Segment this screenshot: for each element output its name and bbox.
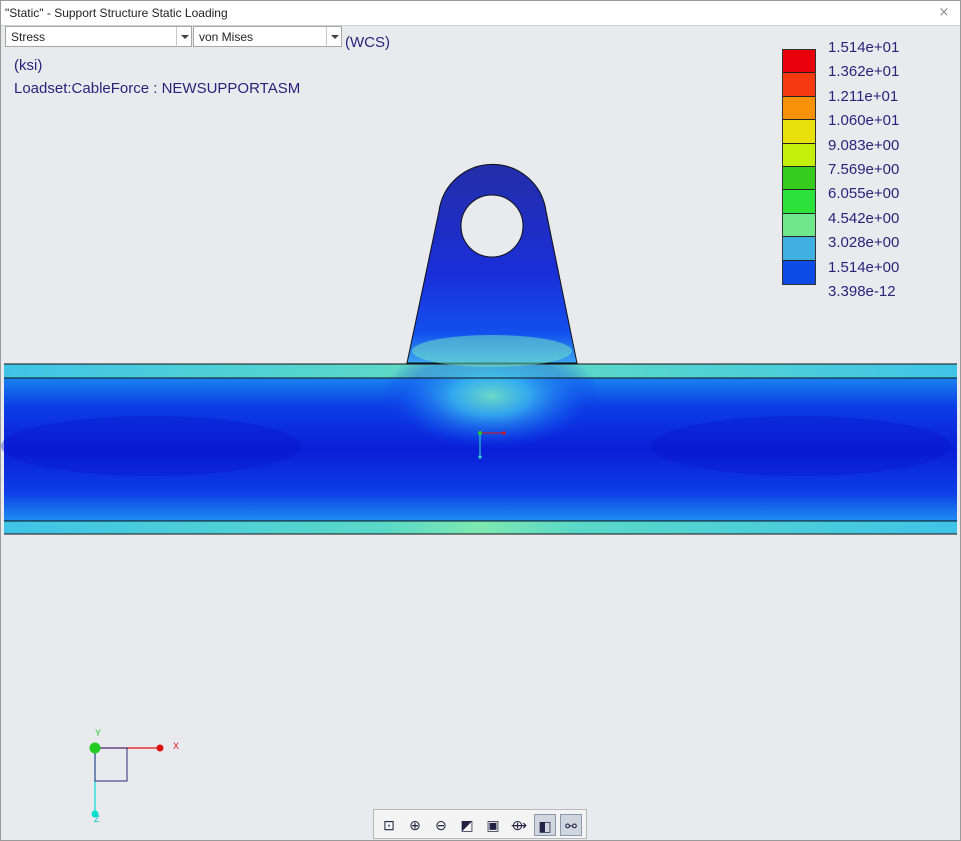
legend-band bbox=[783, 120, 815, 144]
display-style-icon[interactable]: ◧ bbox=[534, 814, 556, 836]
component-select[interactable]: von Mises bbox=[193, 26, 342, 47]
zoom-out-icon[interactable]: ⊖ bbox=[435, 817, 447, 833]
datum-display-icon[interactable]: ⚯ bbox=[560, 814, 582, 836]
lug-shape bbox=[406, 163, 578, 367]
legend-band bbox=[783, 260, 815, 284]
legend-value: 6.055e+00 bbox=[828, 185, 900, 203]
quantity-select-value: Stress bbox=[11, 30, 46, 44]
legend-value: 1.514e+01 bbox=[828, 39, 900, 56]
repaint-icon[interactable]: ◩ bbox=[460, 817, 474, 833]
title-bar: "Static" - Support Structure Static Load… bbox=[1, 1, 960, 26]
legend-value: 3.028e+00 bbox=[828, 234, 900, 252]
beam-shape bbox=[1, 341, 957, 535]
spin-center-icon[interactable]: ⟴ bbox=[510, 817, 528, 833]
legend-value: 1.060e+01 bbox=[828, 112, 900, 130]
legend-value: 9.083e+00 bbox=[828, 136, 900, 154]
legend-band bbox=[783, 143, 815, 167]
view-triad: X Y Z bbox=[89, 728, 179, 824]
quantity-select[interactable]: Stress bbox=[5, 26, 192, 47]
legend-band bbox=[783, 50, 815, 74]
legend-value: 3.398e-12 bbox=[828, 283, 896, 300]
legend-value: 7.569e+00 bbox=[828, 161, 900, 178]
triad-x-label: X bbox=[173, 741, 179, 751]
saved-views-icon[interactable]: ▣ bbox=[486, 817, 500, 833]
window-title: "Static" - Support Structure Static Load… bbox=[5, 6, 228, 20]
close-icon[interactable]: ⨯ bbox=[938, 4, 950, 19]
legend-value: 4.542e+00 bbox=[828, 209, 900, 227]
triad-z-label: Z bbox=[94, 814, 100, 824]
legend-value: 1.211e+01 bbox=[828, 87, 899, 105]
chevron-down-icon[interactable] bbox=[176, 27, 191, 46]
legend-band bbox=[783, 237, 815, 261]
legend-band bbox=[783, 166, 815, 191]
units-label: (ksi) bbox=[14, 57, 43, 74]
refit-icon[interactable]: ⊡ bbox=[383, 817, 395, 833]
legend-band bbox=[783, 73, 815, 97]
view-toolbar: ⊡ ⊕ ⊖ ◩ ▣ ⟴ ◧ ⚯ bbox=[373, 809, 587, 839]
zoom-in-icon[interactable]: ⊕ bbox=[409, 817, 421, 833]
coordinate-system-label: (WCS) bbox=[345, 34, 390, 51]
legend-band bbox=[783, 96, 815, 121]
legend-value: 1.362e+01 bbox=[828, 63, 900, 81]
triad-y-label: Y bbox=[95, 728, 101, 738]
chevron-down-icon[interactable] bbox=[326, 27, 341, 46]
loadset-label: Loadset:CableForce : NEWSUPPORTASM bbox=[14, 80, 301, 97]
legend-value: 1.514e+00 bbox=[828, 258, 900, 276]
legend-band bbox=[783, 190, 815, 214]
legend-band bbox=[783, 213, 815, 238]
csys-marker bbox=[478, 431, 506, 459]
fringe-legend-bar bbox=[782, 49, 816, 285]
component-select-value: von Mises bbox=[199, 30, 254, 44]
